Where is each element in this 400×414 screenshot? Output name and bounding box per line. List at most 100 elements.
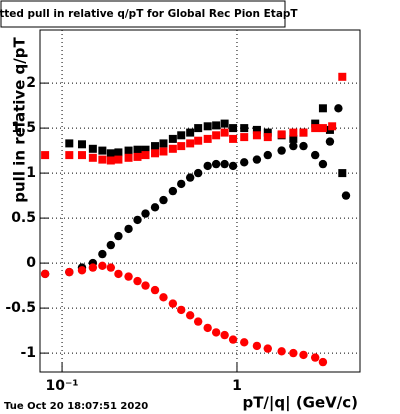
x-tick-label: 1 [232,378,242,394]
marker-square [338,72,347,81]
x-axis-label: pT/|q| (GeV/c) [242,394,358,413]
marker-square [106,156,115,165]
footer: Tue Oct 20 18:07:51 2020 [4,401,148,412]
y-tick-label: 1 [26,165,36,181]
marker-square [77,140,86,149]
marker-circle [168,299,178,308]
marker-square [229,134,238,143]
marker-circle [114,269,123,279]
marker-square [194,136,203,145]
marker-circle [124,272,133,281]
marker-square [289,128,298,137]
marker-square [318,104,327,113]
marker-square [338,169,347,178]
marker-square [203,134,212,143]
marker-circle [211,159,221,169]
marker-square [252,131,261,140]
marker-square [159,147,168,156]
marker-circle [65,267,74,277]
marker-circle [211,328,221,337]
marker-square [229,124,238,133]
marker-square [168,134,177,143]
marker-circle [220,330,229,340]
marker-square [41,151,50,160]
marker-square [106,149,115,158]
marker-circle [106,240,116,250]
marker-square [77,151,86,160]
marker-circle [141,209,150,218]
marker-circle [124,224,133,234]
marker-circle [193,317,203,326]
marker-square [203,122,212,131]
marker-circle [114,231,123,241]
marker-circle [228,335,238,344]
x-tick-label: 10⁻¹ [46,378,79,394]
marker-circle [77,266,87,275]
marker-circle [310,150,320,160]
marker-circle [289,348,298,358]
marker-circle [159,195,168,205]
marker-square [311,124,320,133]
marker-square [141,145,150,154]
marker-circle [98,261,107,270]
marker-circle [133,276,142,286]
marker-square [114,155,123,164]
y-tick-label: 0.5 [11,210,36,226]
chart-title: Fitted pull in relative q/pT for Global … [0,8,298,20]
marker-square [220,128,229,137]
marker-circle [185,173,195,182]
marker-circle [228,161,238,171]
marker-circle [98,249,107,259]
marker-square [299,128,308,137]
marker-circle [299,350,308,360]
marker-circle [252,341,262,351]
marker-square [240,133,249,142]
marker-square [88,144,97,153]
y-tick-label: 2 [26,75,36,91]
marker-circle [168,186,178,196]
y-tick-label: -1 [20,345,36,361]
marker-circle [334,104,343,113]
marker-circle [240,158,249,167]
marker-square [88,153,97,162]
marker-square [289,134,298,143]
marker-circle [277,146,286,155]
title-box [0,0,286,28]
marker-square [159,139,168,148]
marker-circle [159,293,168,302]
y-tick-label: -0.5 [5,300,36,316]
marker-circle [318,357,328,367]
y-tick-label: 0 [26,255,36,271]
marker-circle [220,159,229,169]
marker-square [263,133,272,142]
y-tick-label: 1.5 [11,120,36,136]
marker-circle [203,323,212,333]
marker-circle [299,141,308,151]
plot-frame [39,29,361,373]
marker-circle [325,137,335,146]
marker-circle [263,344,272,353]
marker-square [212,121,221,130]
marker-square [114,148,123,157]
marker-square [252,125,261,134]
marker-square [311,119,320,128]
marker-circle [177,305,186,315]
marker-square [318,124,327,133]
marker-square [124,146,133,155]
marker-square [186,128,195,137]
marker-square [98,146,107,155]
marker-square [220,119,229,128]
marker-square [124,153,133,162]
marker-square [328,122,337,131]
marker-circle [106,263,116,272]
marker-circle [88,263,98,272]
marker-circle [150,203,160,212]
marker-circle [203,161,212,171]
marker-circle [263,150,272,160]
marker-square [263,128,272,137]
marker-square [65,151,74,160]
marker-circle [318,159,328,169]
marker-square [141,151,150,160]
y-axis-label: pull in relative q/pT [11,36,29,202]
